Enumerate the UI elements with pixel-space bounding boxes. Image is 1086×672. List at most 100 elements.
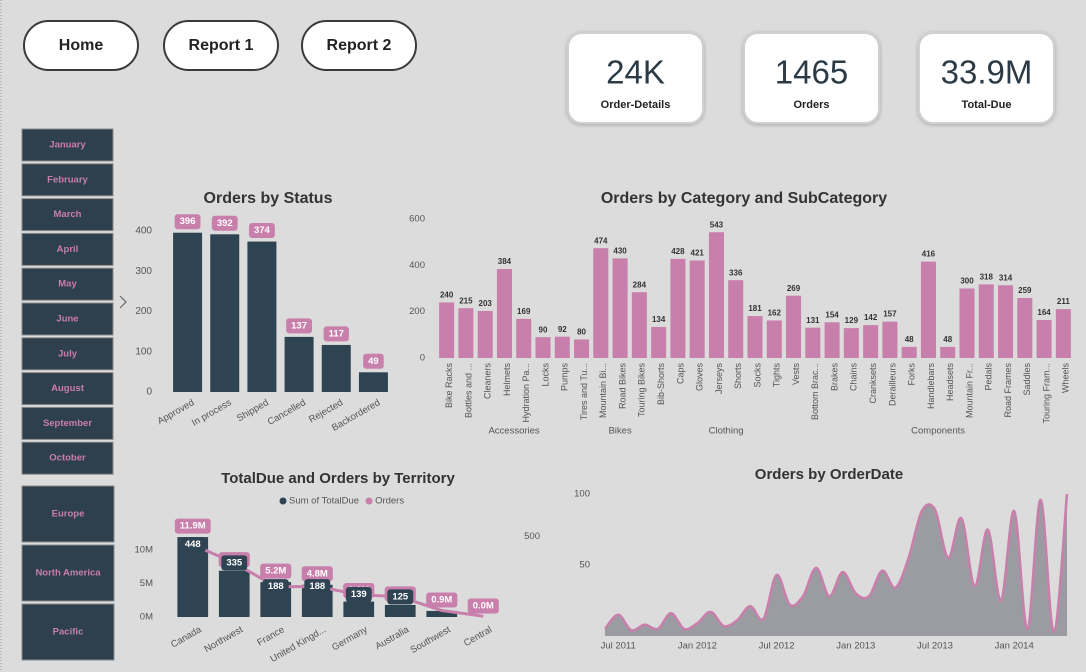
data-label: 428 xyxy=(671,247,685,256)
month-slicer[interactable] xyxy=(21,372,114,406)
region-slicer-label: Europe xyxy=(52,509,85,520)
group-label: Clothing xyxy=(709,426,744,437)
month-slicer-label: January xyxy=(49,140,86,151)
data-label: 131 xyxy=(806,316,820,325)
data-label: 543 xyxy=(710,220,724,229)
x-tick-label: Socks xyxy=(752,363,762,388)
month-slicer-label: May xyxy=(58,279,77,290)
y-tick-label: 400 xyxy=(135,226,152,237)
data-label: 448 xyxy=(185,539,201,550)
nav-button-label: Home xyxy=(59,37,104,54)
data-label-box xyxy=(260,563,292,579)
x-tick-label: Mountain Bi... xyxy=(598,363,608,418)
y-tick-label: 0 xyxy=(420,353,425,364)
bar xyxy=(218,570,250,617)
data-label-box xyxy=(387,589,414,605)
x-tick-label: Touring Bikes xyxy=(637,363,647,418)
month-slicer[interactable] xyxy=(21,441,114,475)
x-tick-label: Jerseys xyxy=(714,363,724,395)
data-label-box xyxy=(304,579,331,595)
kpi-value: 1465 xyxy=(775,54,848,91)
data-label: 374 xyxy=(254,225,271,236)
region-slicer[interactable] xyxy=(21,544,115,602)
bar xyxy=(824,322,840,358)
month-slicer-label: April xyxy=(57,244,79,255)
region-slicer[interactable] xyxy=(21,603,115,661)
month-slicer[interactable] xyxy=(21,128,114,162)
x-tick-label: Pedals xyxy=(984,363,994,391)
nav-button[interactable] xyxy=(163,20,279,71)
data-label: 335 xyxy=(226,557,243,568)
bar xyxy=(593,248,609,358)
x-tick-label: Jan 2012 xyxy=(678,641,717,652)
y-tick-label: 0 xyxy=(146,387,152,398)
bar xyxy=(786,295,802,358)
data-label-box xyxy=(467,598,499,614)
month-slicer[interactable] xyxy=(21,163,114,197)
bar xyxy=(843,328,859,358)
data-label: 157 xyxy=(883,310,897,319)
data-label: 384 xyxy=(498,257,512,266)
data-label-box xyxy=(221,555,248,571)
bar xyxy=(173,232,203,392)
x-tick-label: Tights xyxy=(772,363,782,388)
chart-title: Orders by Status xyxy=(204,190,333,207)
bar xyxy=(612,258,628,358)
kpi-label: Total-Due xyxy=(962,99,1012,111)
data-label: 48 xyxy=(905,335,914,344)
month-slicer[interactable] xyxy=(21,198,114,232)
bar xyxy=(247,241,277,392)
data-label: 430 xyxy=(613,246,627,255)
bar xyxy=(708,232,724,358)
region-slicer[interactable] xyxy=(21,485,115,543)
data-label: 80 xyxy=(577,328,586,337)
bar xyxy=(805,327,821,358)
x-tick-label: Caps xyxy=(675,363,685,385)
nav-button[interactable] xyxy=(301,20,417,71)
data-label-box xyxy=(262,579,289,595)
x-tick-label: Vests xyxy=(791,363,801,386)
bar xyxy=(439,302,455,358)
data-label: 164 xyxy=(1037,308,1051,317)
data-label-box xyxy=(179,537,206,553)
legend-label: Sum of TotalDue xyxy=(289,496,359,507)
y-tick-label: 10M xyxy=(135,544,154,555)
bar xyxy=(631,292,647,358)
data-label: 90 xyxy=(539,325,548,334)
month-slicer[interactable] xyxy=(21,406,114,440)
data-label-box xyxy=(174,214,201,230)
month-slicer[interactable] xyxy=(21,337,114,371)
month-slicer[interactable] xyxy=(21,302,114,336)
month-slicer[interactable] xyxy=(21,232,114,266)
month-slicer-label: October xyxy=(49,453,86,464)
x-tick-label: Brakes xyxy=(829,363,839,392)
month-slicer[interactable] xyxy=(21,267,114,301)
bar xyxy=(1017,297,1033,358)
x-tick-label: Mountain Fr... xyxy=(964,363,974,418)
bar xyxy=(978,284,994,358)
kpi-label: Orders xyxy=(793,99,829,111)
y-tick-label: 300 xyxy=(135,266,152,277)
kpi-value: 24K xyxy=(606,54,665,91)
data-label: 134 xyxy=(652,315,666,324)
data-label: 0.9M xyxy=(431,594,452,605)
data-label: 4.8M xyxy=(307,568,328,579)
x-tick-label: Pumps xyxy=(560,363,570,392)
group-label: Accessories xyxy=(488,426,539,437)
bar xyxy=(321,344,351,392)
data-label: 259 xyxy=(1018,286,1032,295)
chart-title: TotalDue and Orders by Territory xyxy=(221,470,455,487)
data-label: 188 xyxy=(268,581,284,592)
data-label: 284 xyxy=(633,280,647,289)
x-tick-label: Jan 2014 xyxy=(995,641,1034,652)
data-label: 11.9M xyxy=(180,521,206,532)
nav-button[interactable] xyxy=(23,20,139,71)
bar xyxy=(343,601,375,617)
expand-chevron[interactable] xyxy=(119,295,127,309)
data-label-box xyxy=(174,518,211,534)
x-tick-label: Jan 2013 xyxy=(836,641,875,652)
month-slicer-label: March xyxy=(54,209,82,220)
y-tick-label: 0M xyxy=(140,612,153,623)
month-slicer-label: July xyxy=(58,348,78,359)
